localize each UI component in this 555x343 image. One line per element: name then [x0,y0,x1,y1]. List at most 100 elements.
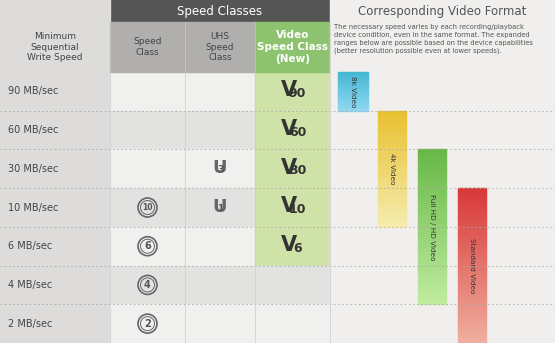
Bar [110,0,330,22]
Bar [458,286,486,289]
Bar [378,180,406,182]
Bar [378,144,406,145]
Bar [338,107,368,108]
Bar [458,263,486,265]
Bar [0,111,110,150]
Bar [255,304,330,343]
Bar [338,87,368,88]
Bar [255,265,330,304]
Text: Standard Video: Standard Video [469,238,475,293]
Bar [418,250,446,253]
Bar [378,192,406,194]
Bar [338,88,368,89]
Bar [378,198,406,200]
Bar [458,320,486,322]
Bar [338,104,368,105]
Bar [458,258,486,260]
Bar [458,219,486,222]
Text: Video
Speed Class
(New): Video Speed Class (New) [257,31,328,63]
Bar [338,95,368,96]
Bar [110,150,185,188]
Bar [418,152,446,155]
Bar [418,255,446,258]
Text: 6: 6 [293,242,302,255]
Bar [378,217,406,219]
Bar [330,265,555,304]
Bar [378,223,406,225]
Bar [458,294,486,297]
Text: 2 MB/sec: 2 MB/sec [8,319,52,329]
Bar [458,268,486,271]
Bar [378,184,406,186]
Text: 60 MB/sec: 60 MB/sec [8,125,58,135]
Text: 90: 90 [289,87,306,100]
Bar [458,201,486,204]
Bar [458,243,486,245]
Bar [338,82,368,83]
Bar [338,109,368,110]
Bar [418,199,446,201]
Text: 30: 30 [289,164,306,177]
Bar [330,111,555,150]
Bar [418,206,446,209]
Bar [458,255,486,258]
Bar [418,214,446,216]
Bar [378,225,406,227]
Bar [418,178,446,180]
Bar [255,72,330,111]
Bar [418,157,446,160]
Bar [458,196,486,199]
Bar [378,130,406,132]
Bar [330,304,555,343]
Bar [418,180,446,183]
Bar [378,136,406,138]
Bar [458,191,486,193]
Bar [418,232,446,235]
Bar [418,175,446,178]
Bar [418,273,446,276]
Bar [338,77,368,78]
Text: U: U [213,198,227,215]
Bar [378,161,406,163]
Bar [458,335,486,338]
Bar [378,204,406,205]
Bar [418,258,446,260]
Text: 2: 2 [144,319,151,329]
Bar [458,302,486,304]
Bar [338,101,368,102]
Text: 6: 6 [144,241,151,251]
Text: 4 MB/sec: 4 MB/sec [8,280,52,290]
Bar [418,248,446,250]
Text: 10: 10 [289,203,306,216]
Bar [418,263,446,265]
Text: 90 MB/sec: 90 MB/sec [8,86,58,96]
Bar [330,0,555,22]
Bar [338,76,368,77]
Text: 6 MB/sec: 6 MB/sec [8,241,52,251]
Bar [458,260,486,263]
Bar [338,89,368,90]
Bar [338,83,368,84]
Text: V: V [280,197,296,216]
Bar [458,204,486,206]
Bar [378,215,406,217]
Bar [418,170,446,173]
Bar [418,165,446,167]
Bar [378,118,406,120]
Bar [418,155,446,157]
Bar [418,240,446,243]
Bar [338,74,368,75]
Bar [110,111,185,150]
Text: 10 MB/sec: 10 MB/sec [8,202,58,213]
Bar [0,0,110,22]
Bar [458,325,486,328]
Bar [418,294,446,297]
Bar [458,188,486,191]
Text: 30 MB/sec: 30 MB/sec [8,164,58,174]
Bar [338,110,368,111]
Bar [338,94,368,95]
Bar [418,193,446,196]
Bar [338,99,368,100]
Bar [458,279,486,281]
Text: V: V [280,80,296,100]
